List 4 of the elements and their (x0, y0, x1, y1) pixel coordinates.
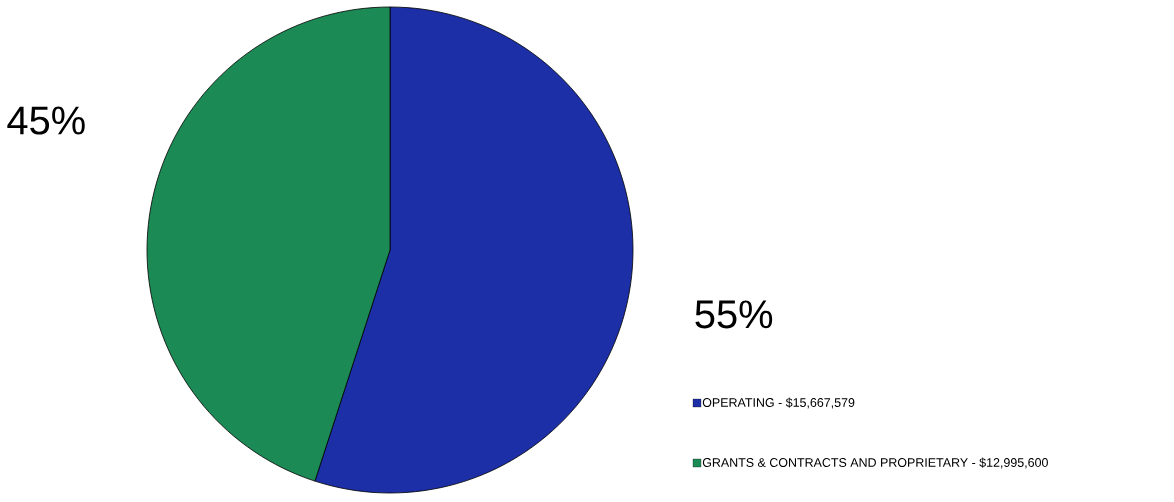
data-label: 55% (695, 300, 773, 329)
legend-label: OPERATING - $15,667,579 (702, 397, 855, 409)
legend-label: GRANTS & CONTRACTS AND PROPRIETARY - $12,995,600 (702, 457, 1048, 469)
data-label: 45% (7, 106, 85, 135)
